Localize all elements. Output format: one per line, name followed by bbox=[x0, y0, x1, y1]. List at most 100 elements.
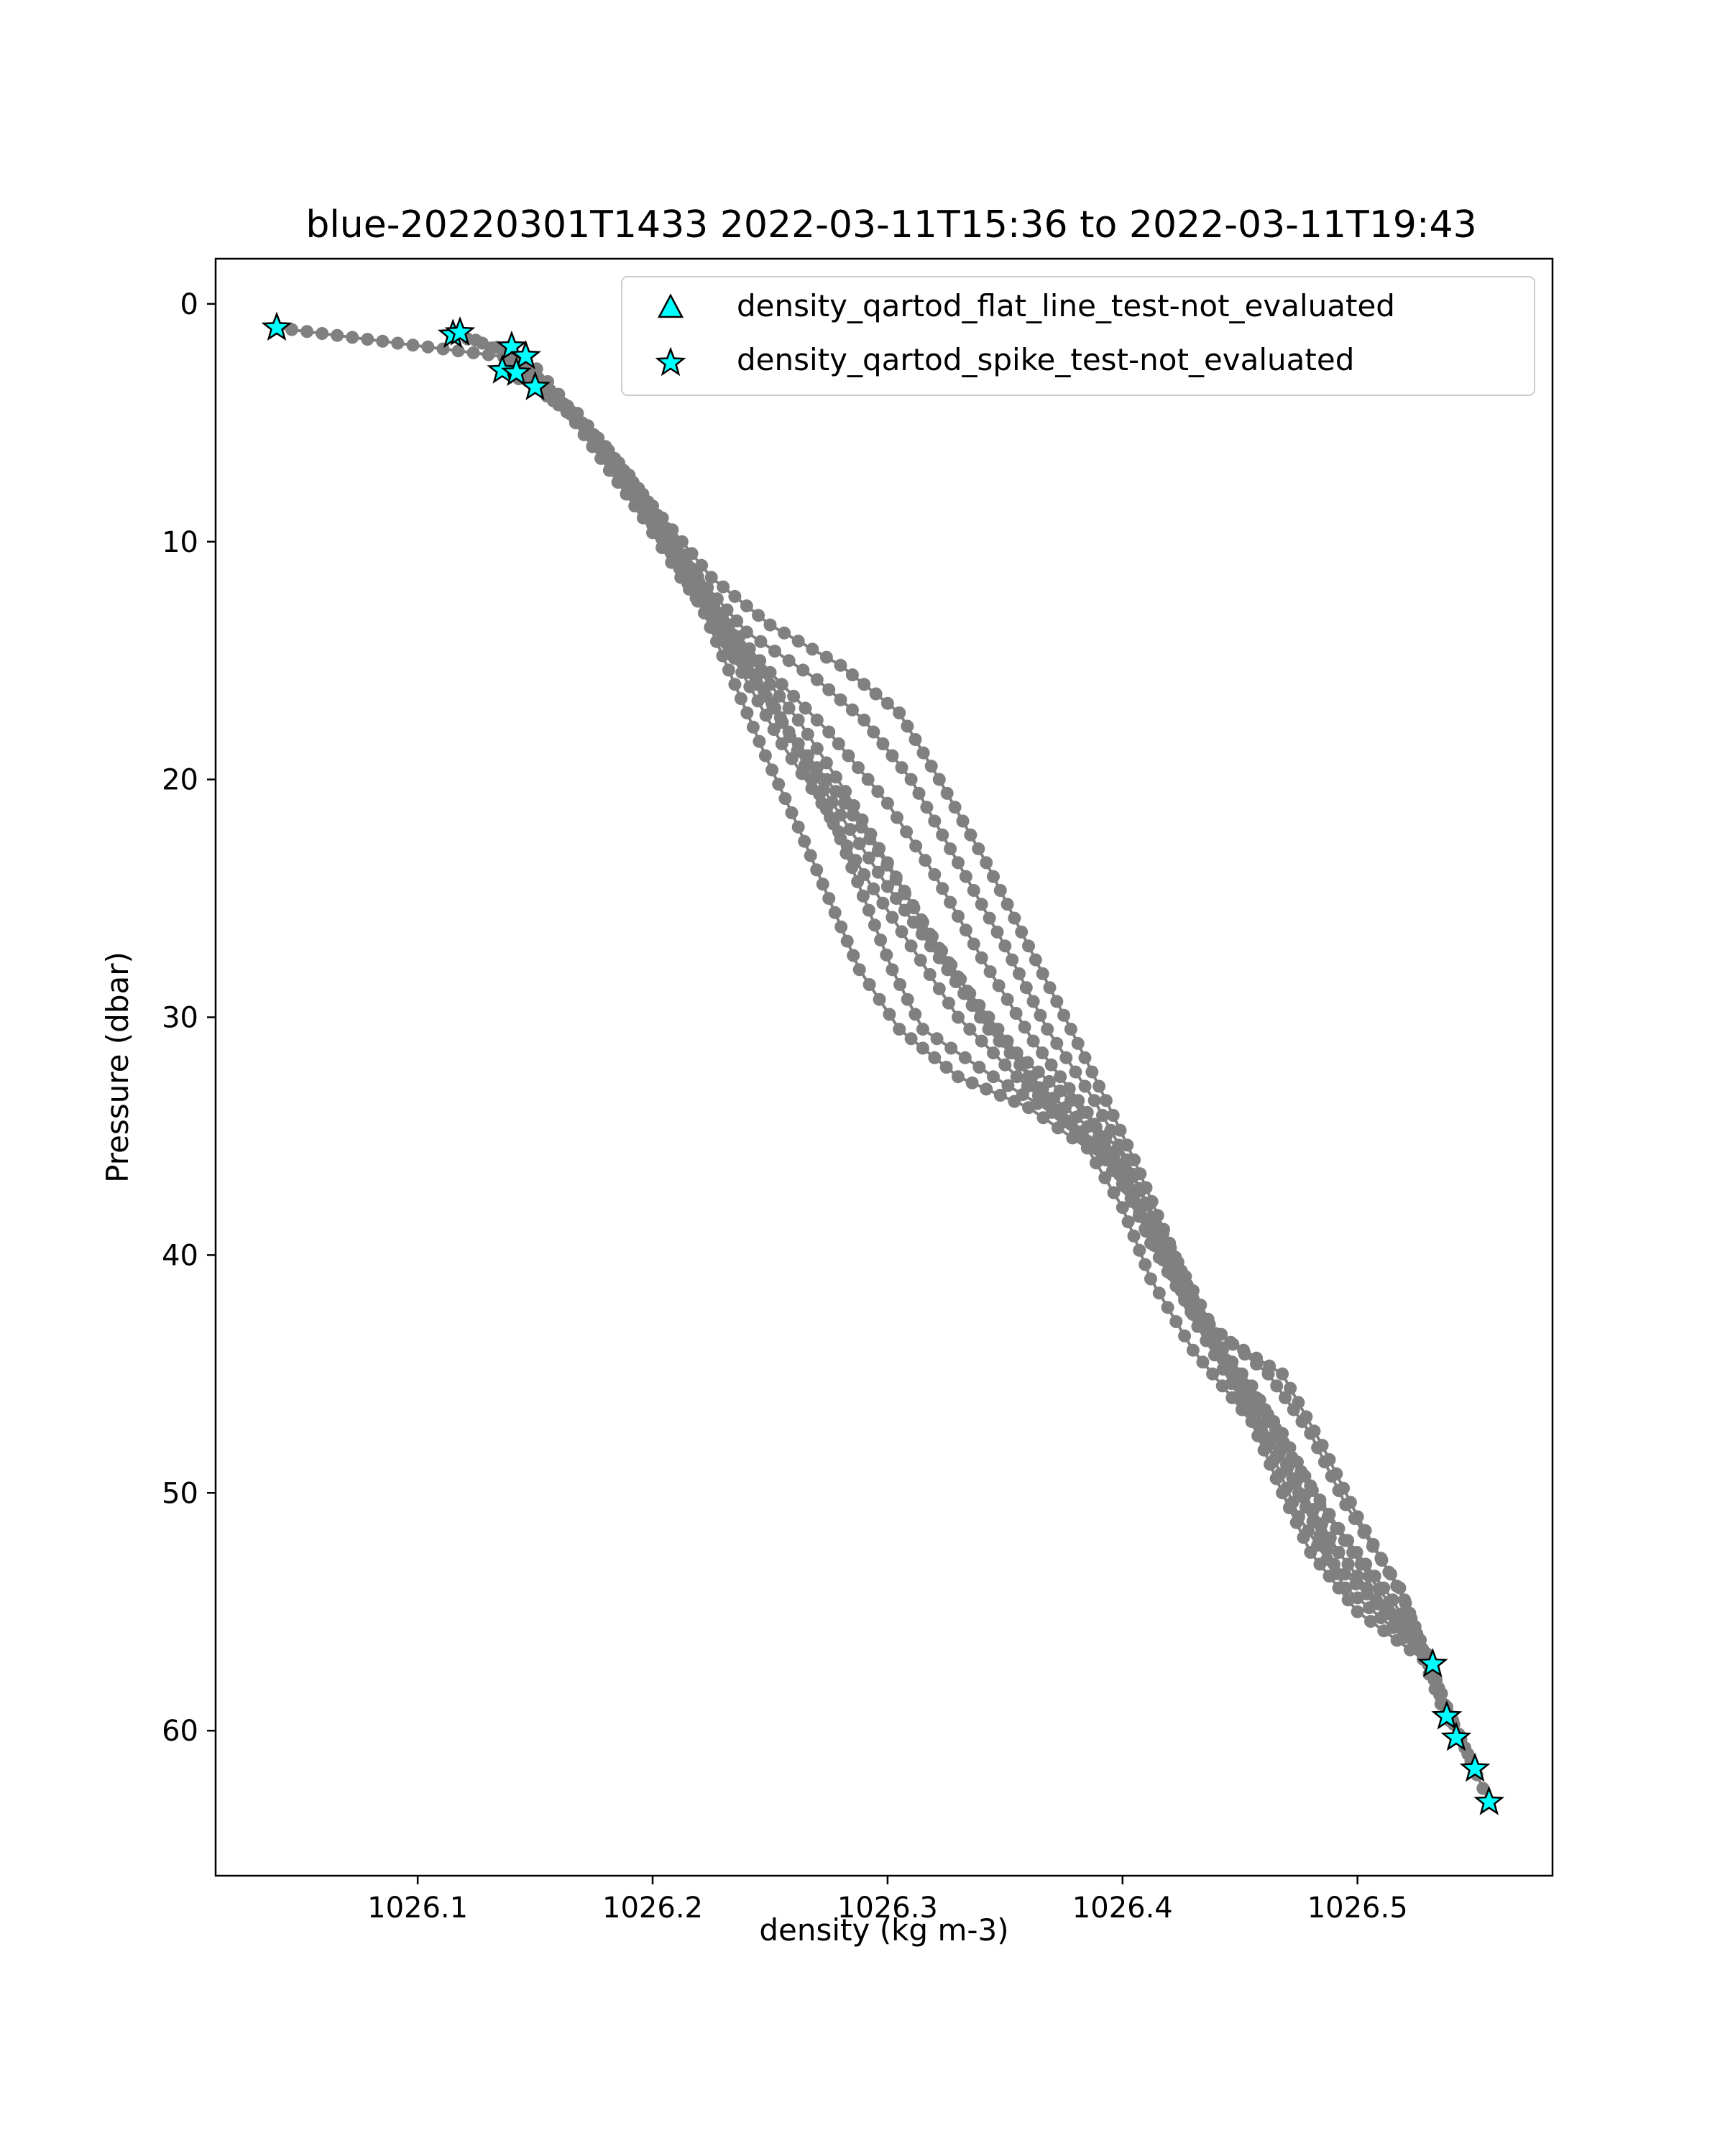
data-point bbox=[1364, 1615, 1377, 1628]
data-point bbox=[1117, 1174, 1131, 1187]
data-markers bbox=[270, 321, 1496, 1809]
data-point bbox=[1175, 1274, 1189, 1288]
data-point bbox=[799, 701, 812, 715]
data-point bbox=[1070, 1110, 1083, 1124]
data-point bbox=[1152, 1286, 1166, 1300]
data-point bbox=[699, 588, 713, 602]
data-point bbox=[1036, 1111, 1050, 1125]
data-point bbox=[469, 333, 482, 347]
data-point bbox=[862, 903, 875, 917]
data-point bbox=[908, 733, 922, 746]
data-point bbox=[692, 575, 706, 589]
star-marker bbox=[487, 354, 518, 384]
data-point bbox=[898, 903, 911, 917]
legend-entry-flat-line: density_qartod_flat_line_test-not_evalua… bbox=[737, 288, 1395, 323]
data-point bbox=[1250, 1351, 1264, 1365]
data-point bbox=[1001, 1079, 1015, 1092]
star-marker bbox=[1459, 1752, 1491, 1782]
data-point bbox=[752, 609, 765, 622]
data-point bbox=[845, 668, 859, 681]
data-point bbox=[810, 673, 824, 686]
data-point bbox=[778, 792, 792, 806]
data-point bbox=[880, 796, 894, 810]
data-point bbox=[932, 982, 946, 995]
data-point bbox=[1197, 1317, 1211, 1331]
y-tick-label: 0 bbox=[180, 288, 198, 321]
data-point bbox=[1351, 1605, 1364, 1618]
data-point bbox=[861, 773, 875, 786]
data-point bbox=[889, 872, 903, 886]
data-point bbox=[730, 614, 744, 627]
data-point bbox=[880, 880, 894, 893]
data-point bbox=[1064, 1023, 1077, 1036]
legend: density_qartod_flat_line_test-not_evalua… bbox=[621, 276, 1535, 396]
legend-entry-spike: density_qartod_spike_test-not_evaluated bbox=[737, 342, 1354, 377]
data-point bbox=[1213, 1346, 1227, 1360]
data-point bbox=[716, 649, 730, 663]
data-point bbox=[876, 737, 890, 750]
data-point bbox=[991, 1023, 1005, 1036]
data-point bbox=[1025, 1070, 1039, 1084]
data-point bbox=[904, 773, 918, 786]
data-point bbox=[1339, 1581, 1353, 1595]
data-point bbox=[1215, 1379, 1229, 1393]
data-point bbox=[1237, 1343, 1251, 1357]
data-point bbox=[1330, 1567, 1343, 1580]
data-point bbox=[285, 323, 298, 336]
data-point bbox=[1315, 1517, 1328, 1531]
data-point bbox=[785, 806, 799, 819]
data-point bbox=[1026, 1034, 1040, 1048]
data-point bbox=[728, 678, 742, 691]
data-point bbox=[1354, 1557, 1368, 1571]
data-point bbox=[1096, 1109, 1109, 1122]
data-point bbox=[983, 965, 997, 979]
data-point bbox=[1133, 1243, 1146, 1257]
data-point bbox=[1239, 1388, 1253, 1402]
data-point bbox=[758, 687, 771, 701]
data-point bbox=[1363, 1570, 1376, 1583]
data-point bbox=[1059, 1101, 1072, 1115]
data-point bbox=[923, 968, 937, 981]
data-point bbox=[1107, 1186, 1121, 1199]
data-point bbox=[993, 1089, 1007, 1102]
data-point bbox=[1159, 1246, 1172, 1260]
data-point bbox=[834, 808, 847, 822]
data-point bbox=[753, 734, 766, 748]
data-point bbox=[847, 949, 860, 962]
data-point bbox=[544, 388, 558, 402]
data-point bbox=[840, 839, 854, 853]
data-point bbox=[592, 431, 605, 445]
data-point bbox=[791, 820, 805, 834]
data-point bbox=[720, 603, 734, 617]
data-point bbox=[834, 658, 847, 672]
data-point bbox=[982, 1023, 995, 1036]
data-point bbox=[1315, 1439, 1329, 1452]
data-point bbox=[758, 749, 772, 763]
data-point bbox=[331, 328, 344, 342]
y-tick-label: 50 bbox=[162, 1477, 198, 1510]
data-point bbox=[1050, 995, 1064, 1008]
data-point bbox=[1013, 967, 1026, 980]
data-point bbox=[975, 1034, 988, 1048]
data-point bbox=[742, 642, 756, 655]
data-point bbox=[914, 954, 927, 967]
data-point bbox=[867, 882, 880, 895]
data-point bbox=[1092, 1079, 1106, 1093]
data-point bbox=[944, 1041, 958, 1055]
data-point bbox=[940, 786, 954, 800]
data-point bbox=[669, 535, 683, 548]
data-point bbox=[801, 727, 814, 741]
data-point bbox=[715, 616, 729, 630]
data-point bbox=[1041, 1023, 1054, 1036]
data-point bbox=[815, 796, 829, 810]
data-point bbox=[936, 828, 949, 842]
y-tick-label: 30 bbox=[162, 1002, 198, 1035]
data-point bbox=[791, 635, 805, 648]
data-point bbox=[1382, 1565, 1396, 1579]
data-point bbox=[1300, 1410, 1313, 1424]
data-point bbox=[1398, 1628, 1412, 1641]
data-point bbox=[1298, 1488, 1312, 1502]
data-point bbox=[893, 706, 906, 719]
data-point bbox=[886, 911, 899, 924]
